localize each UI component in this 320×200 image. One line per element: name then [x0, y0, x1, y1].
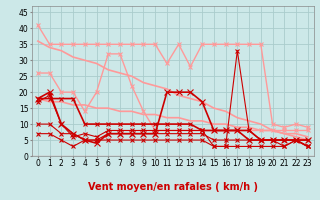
- X-axis label: Vent moyen/en rafales ( km/h ): Vent moyen/en rafales ( km/h ): [88, 182, 258, 192]
